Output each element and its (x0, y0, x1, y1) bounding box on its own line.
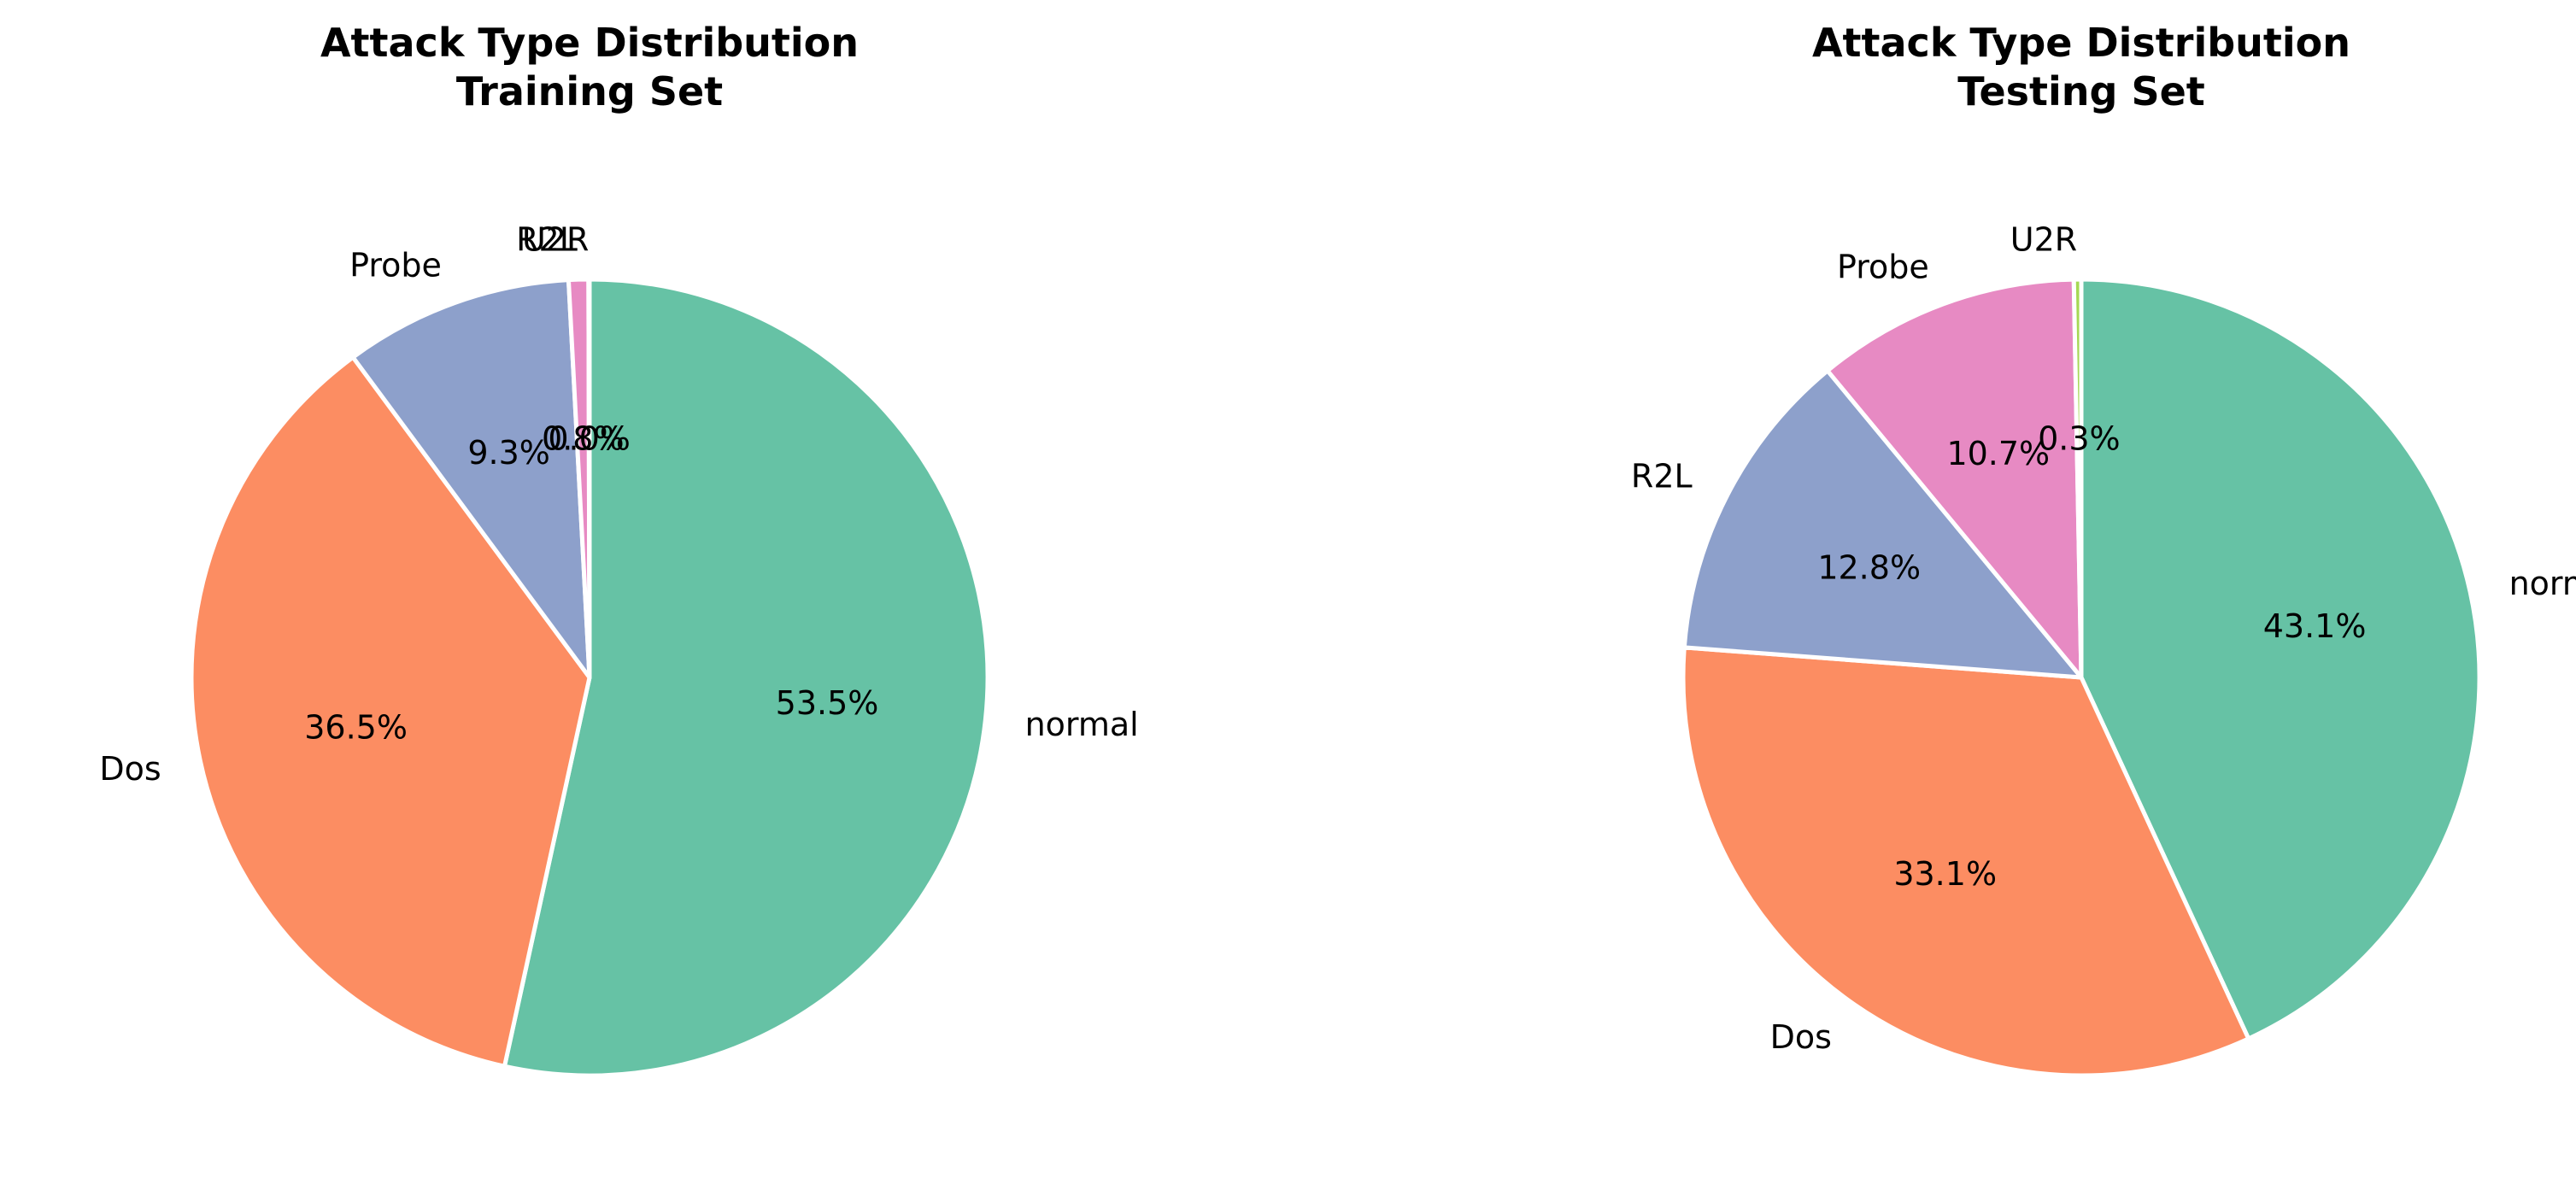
training-set-pie-chart: Attack Type Distribution Training Set no… (99, 20, 1139, 1078)
training-label-u2r: U2R (522, 220, 589, 258)
testing-pct-r2l: 12.8% (1817, 549, 1921, 587)
training-pie-labels: normal 53.5% Dos 36.5% Probe 9.3% R2L 0.8% U2R 0.… (99, 220, 1138, 788)
testing-slice-r2l (1681, 368, 2084, 680)
testing-set-pie-chart: Attack Type Distribution Testing Set nor… (1631, 20, 2576, 1078)
training-slice-u2r (586, 277, 592, 680)
training-label-normal: normal (1025, 706, 1139, 743)
testing-slice-normal (2079, 277, 2482, 1041)
testing-pie-labels: normal 43.1% Dos 33.1% R2L 12.8% Probe 10.7% U2R… (1631, 220, 2576, 1056)
training-pct-probe: 9.3% (467, 434, 550, 472)
testing-label-u2r: U2R (2010, 220, 2077, 258)
training-label-dos: Dos (99, 750, 161, 788)
testing-slice-probe (1825, 277, 2084, 680)
testing-pct-dos: 33.1% (1893, 855, 1997, 893)
testing-label-r2l: R2L (1631, 457, 1693, 495)
training-pie-slices (189, 277, 990, 1078)
testing-label-normal: normal (2509, 565, 2576, 602)
training-pct-dos: 36.5% (304, 708, 408, 746)
training-slice-normal (502, 277, 990, 1078)
training-label-probe: Probe (349, 247, 442, 284)
training-pct-r2l: 0.8% (542, 420, 625, 458)
testing-chart-title-line1: Attack Type Distribution (1812, 20, 2350, 66)
testing-label-probe: Probe (1837, 248, 1929, 285)
training-slice-probe (350, 278, 592, 680)
training-label-r2l: R2L (516, 221, 578, 259)
testing-pct-probe: 10.7% (1946, 435, 2050, 472)
testing-label-dos: Dos (1770, 1018, 1832, 1056)
testing-pie-slices (1681, 277, 2482, 1078)
training-pct-normal: 53.5% (776, 684, 879, 722)
testing-chart-title-line2: Testing Set (1957, 68, 2205, 114)
training-pct-u2r: 0.0% (548, 419, 631, 457)
testing-pct-normal: 43.1% (2263, 607, 2367, 645)
testing-pct-u2r: 0.3% (2038, 419, 2121, 457)
testing-slice-dos (1681, 645, 2251, 1078)
testing-slice-u2r (2071, 277, 2084, 680)
training-slice-dos (189, 355, 592, 1069)
training-chart-title-line2: Training Set (456, 68, 723, 114)
training-chart-title-line1: Attack Type Distribution (320, 20, 859, 66)
